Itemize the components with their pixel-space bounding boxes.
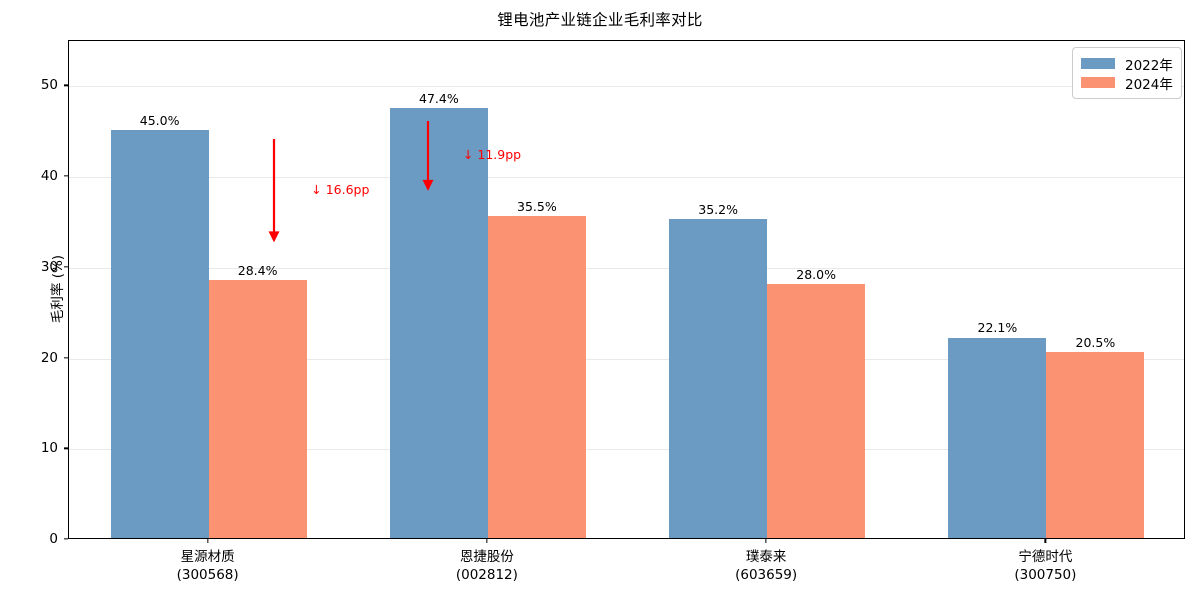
y-axis-ticks: 0 10 20 30 40 50 xyxy=(0,40,68,547)
drop-arrow-icon xyxy=(422,120,434,191)
x-axis-ticks: 星源材质 (300568) 恩捷股份 (002812) 璞泰来 (603659) 宁德时代 (… xyxy=(68,539,1185,600)
bar[interactable] xyxy=(208,280,307,538)
legend-label: 2024年 xyxy=(1125,76,1173,93)
bar[interactable] xyxy=(389,107,488,538)
legend-item[interactable]: 2022年 xyxy=(1081,54,1173,74)
bar-value-label: 35.2% xyxy=(698,201,738,217)
x-tick-label: 璞泰来 (603659) xyxy=(735,548,797,584)
y-tick-label: 50 xyxy=(40,77,58,94)
chart-title: 锂电池产业链企业毛利率对比 xyxy=(497,11,703,29)
x-tick-mark xyxy=(1044,539,1047,543)
bar-value-label: 28.4% xyxy=(237,263,278,279)
plot-inner: 45.0% 47.4% 35.2% 22.1% 28.4% 35.5% 28.0% 20.5%… xyxy=(69,41,1184,538)
y-tick-mark xyxy=(64,538,68,540)
x-tick-mark xyxy=(765,539,767,543)
drop-arrow-icon xyxy=(268,138,280,243)
bar-value-label: 22.1% xyxy=(977,320,1018,336)
x-tick-company-name: 恩捷股份 xyxy=(459,549,514,565)
x-tick-company-name: 宁德时代 xyxy=(1018,549,1073,565)
gridline xyxy=(69,86,1184,88)
y-tick-mark xyxy=(64,84,68,87)
y-tick-label: 10 xyxy=(40,440,58,457)
bar[interactable] xyxy=(110,129,209,538)
bar[interactable] xyxy=(487,215,586,538)
gridline xyxy=(69,358,1184,360)
legend-swatch-icon xyxy=(1081,77,1115,88)
bar[interactable] xyxy=(948,337,1047,538)
drop-annotation-label: ↓ 11.9pp xyxy=(462,147,522,163)
plot-area: 45.0% 47.4% 35.2% 22.1% 28.4% 35.5% 28.0% 20.5%… xyxy=(68,40,1185,539)
gridline xyxy=(69,177,1184,179)
y-tick-mark xyxy=(64,356,68,359)
x-tick-company-name: 璞泰来 xyxy=(745,549,787,565)
x-tick-label: 星源材质 (300568) xyxy=(177,548,239,584)
gridline xyxy=(69,449,1184,451)
y-tick-label: 20 xyxy=(40,349,58,366)
x-tick-label: 恩捷股份 (002812) xyxy=(456,548,518,584)
legend-item[interactable]: 2024年 xyxy=(1081,73,1173,93)
x-tick-company-code: (603659) xyxy=(735,567,798,584)
x-tick-label: 宁德时代 (300750) xyxy=(1014,548,1076,584)
drop-annotation-label: ↓ 16.6pp xyxy=(311,181,370,197)
chart-legend[interactable]: 2022年 2024年 xyxy=(1072,47,1182,99)
x-tick-mark xyxy=(206,539,209,543)
y-tick-mark xyxy=(64,175,68,177)
bar-value-label: 47.4% xyxy=(419,90,459,106)
x-tick-company-name: 星源材质 xyxy=(180,549,235,565)
bar-value-label: 20.5% xyxy=(1075,335,1116,350)
y-tick-mark xyxy=(64,447,68,449)
legend-label: 2022年 xyxy=(1125,57,1173,74)
bar-value-label: 45.0% xyxy=(139,112,180,128)
x-tick-mark xyxy=(486,539,488,543)
y-tick-label: 0 xyxy=(49,531,58,547)
x-tick-company-code: (300568) xyxy=(176,567,239,584)
bar-value-label: 28.0% xyxy=(796,266,836,282)
x-tick-company-code: (300750) xyxy=(1014,567,1077,584)
gridline xyxy=(69,267,1184,269)
y-tick-label: 40 xyxy=(40,168,58,185)
x-tick-company-code: (002812) xyxy=(455,567,518,584)
y-tick-label: 30 xyxy=(40,258,58,275)
bar[interactable] xyxy=(669,218,768,538)
bar[interactable] xyxy=(1046,352,1145,538)
bar[interactable] xyxy=(767,283,866,538)
bar-value-label: 35.5% xyxy=(517,198,557,214)
legend-swatch-icon xyxy=(1081,58,1115,69)
y-tick-mark xyxy=(64,266,68,268)
